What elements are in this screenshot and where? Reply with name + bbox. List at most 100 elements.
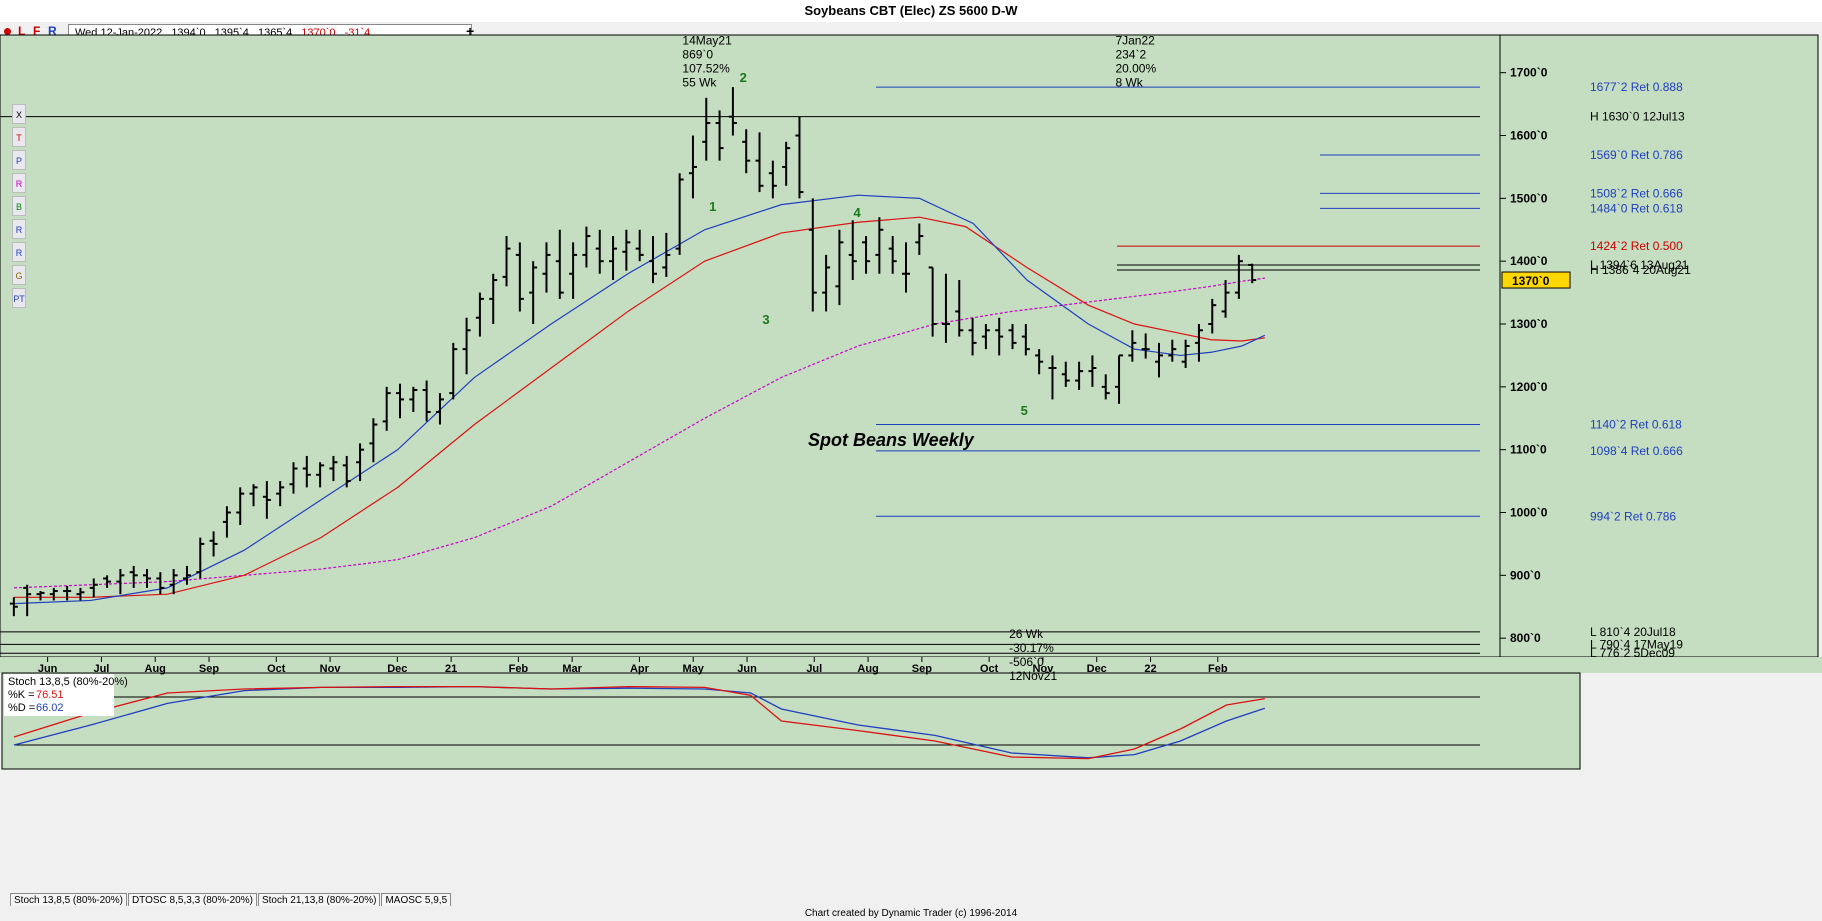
y-tick-label: 1500`0	[1510, 191, 1548, 205]
annotation-text: 234`2	[1115, 47, 1146, 61]
tb-l-button[interactable]: L	[18, 24, 26, 38]
osc-d-label: %D =	[8, 702, 35, 714]
level-label: L 790`4 17May19	[1590, 637, 1683, 651]
osc-k-value: 76.51	[36, 689, 64, 701]
quote-date: Wed 12-Jan-2022	[75, 27, 163, 39]
quote-close: 1370`0	[301, 27, 336, 39]
quote-bar: Wed 12-Jan-2022 1394`0 1395`4 1365`4 137…	[68, 24, 472, 42]
level-label: H 1386`4 20Aug21	[1590, 263, 1691, 277]
y-tick-label: 1400`0	[1510, 254, 1548, 268]
x-tick-label: Nov	[320, 663, 342, 675]
level-label: 1508`2 Ret 0.666	[1590, 186, 1683, 200]
x-tick-label: Aug	[145, 663, 166, 675]
x-tick-label: Jun	[737, 663, 757, 675]
chart-title: Spot Beans Weekly	[808, 430, 975, 450]
x-tick-label: Apr	[630, 663, 650, 675]
x-tick-label: Oct	[980, 663, 999, 675]
x-tick-label: Aug	[857, 663, 878, 675]
quote-high: 1395`4	[214, 27, 249, 39]
level-label: L 1394`6 13Aug21	[1590, 258, 1689, 272]
annotation-text: 12Nov21	[1009, 669, 1057, 683]
tool-cursor-icon[interactable]: X	[12, 104, 26, 124]
osc-k-line	[13, 685, 1265, 760]
level-label: L 810`4 20Jul18	[1590, 625, 1676, 639]
footer-credit: Chart created by Dynamic Trader (c) 1996…	[0, 906, 1822, 921]
x-tick-label: Oct	[267, 663, 286, 675]
annotation-text: 20.00%	[1115, 61, 1156, 75]
ma4-line	[13, 277, 1265, 589]
plot-area	[0, 34, 1501, 658]
wave-label: 3	[762, 312, 769, 327]
toolbar: L F R Wed 12-Jan-2022 1394`0 1395`4 1365…	[0, 22, 1822, 42]
ma2-row: MA2 =1278`5	[6, 53, 73, 65]
x-tick-label: Feb	[1208, 663, 1228, 675]
level-label: 1098`4 Ret 0.666	[1590, 444, 1683, 458]
level-label: 994`2 Ret 0.786	[1590, 509, 1676, 523]
y-tick-label: 1200`0	[1510, 380, 1548, 394]
x-tick-label: Dec	[387, 663, 407, 675]
level-label: L 776`2 5Dec09	[1590, 646, 1675, 660]
quote-low: 1365`4	[257, 27, 293, 39]
tool-retrace-icon[interactable]: R	[12, 219, 26, 239]
level-label: 1424`2 Ret 0.500	[1590, 239, 1683, 253]
price-axis-area	[1499, 34, 1819, 658]
osc-d-value: 66.02	[36, 702, 64, 714]
tool-ratio-icon[interactable]: R	[12, 173, 26, 193]
quote-change: -31`4	[344, 27, 371, 39]
annotation-text: -30.17%	[1009, 641, 1054, 655]
level-label: 1484`0 Ret 0.618	[1590, 201, 1683, 215]
tb-f-button[interactable]: F	[33, 24, 41, 38]
tb-r-button[interactable]: R	[48, 24, 57, 38]
indicator-tabs: Stoch 13,8,5 (80%-20%) DTOSC 8,5,3,3 (80%…	[10, 893, 452, 908]
x-tick-label: Sep	[199, 663, 219, 675]
x-tick-label: Dec	[1087, 663, 1107, 675]
x-tick-label: Nov	[1033, 663, 1055, 675]
annotation-text: -506`0	[1009, 655, 1044, 669]
x-tick-label: 21	[445, 663, 457, 675]
x-tick-label: Sep	[912, 663, 932, 675]
ma1-row: MA1 =1281`1	[6, 40, 73, 52]
annotation-text: 8 Wk	[1115, 75, 1143, 89]
x-tick-label: Feb	[509, 663, 529, 675]
x-tick-label: 22	[1144, 663, 1156, 675]
wave-label: 4	[854, 205, 862, 220]
tool-parallel-icon[interactable]: P	[12, 150, 26, 170]
annotation-text: 107.52%	[682, 61, 730, 75]
x-tick-label: Mar	[562, 663, 582, 675]
drawing-toolbar: X T P R B R R G PT	[12, 104, 26, 311]
level-label: 1677`2 Ret 0.888	[1590, 80, 1683, 94]
time-axis-area	[0, 657, 1822, 673]
annotation-text: 26 Wk	[1009, 627, 1044, 641]
level-label: 1140`2 Ret 0.618	[1590, 418, 1682, 432]
y-tick-label: 1000`0	[1510, 505, 1548, 519]
y-tick-label: 1300`0	[1510, 317, 1548, 331]
ma1-line	[13, 194, 1266, 605]
tool-trendline-icon[interactable]: T	[12, 127, 26, 147]
wave-label: 5	[1021, 403, 1028, 418]
record-icon[interactable]	[4, 28, 11, 35]
tool-gann-icon[interactable]: G	[12, 265, 26, 285]
y-tick-label: 900`0	[1510, 568, 1541, 582]
x-tick-label: Jun	[38, 663, 58, 675]
y-tick-label: 800`0	[1510, 631, 1541, 645]
y-tick-label: 1100`0	[1510, 443, 1547, 457]
crosshair-icon[interactable]: +	[466, 23, 475, 39]
quote-open: 1394`0	[171, 27, 206, 39]
tool-projection-icon[interactable]: PT	[12, 288, 26, 308]
osc-legend-box	[4, 674, 114, 716]
ma-legend: MA1 =1281`1 MA2 =1278`5 MA4 =1373`3	[4, 40, 96, 80]
tool-box-icon[interactable]: B	[12, 196, 26, 216]
level-label: 1569`0 Ret 0.786	[1590, 148, 1683, 162]
last-price-label: 1370`0	[1512, 274, 1550, 288]
y-tick-label: 1700`0	[1510, 66, 1548, 80]
wave-label: 2	[740, 70, 747, 85]
x-tick-label: May	[683, 663, 705, 675]
tool-retrace2-icon[interactable]: R	[12, 242, 26, 262]
annotation-text: 869`0	[682, 47, 713, 61]
osc-k-label: %K =	[8, 689, 35, 701]
last-price-box	[1501, 271, 1571, 289]
window-title: Soybeans CBT (Elec) ZS 5600 D-W	[0, 0, 1822, 23]
annotation-text: 55 Wk	[682, 75, 717, 89]
x-tick-label: Jul	[806, 663, 822, 675]
